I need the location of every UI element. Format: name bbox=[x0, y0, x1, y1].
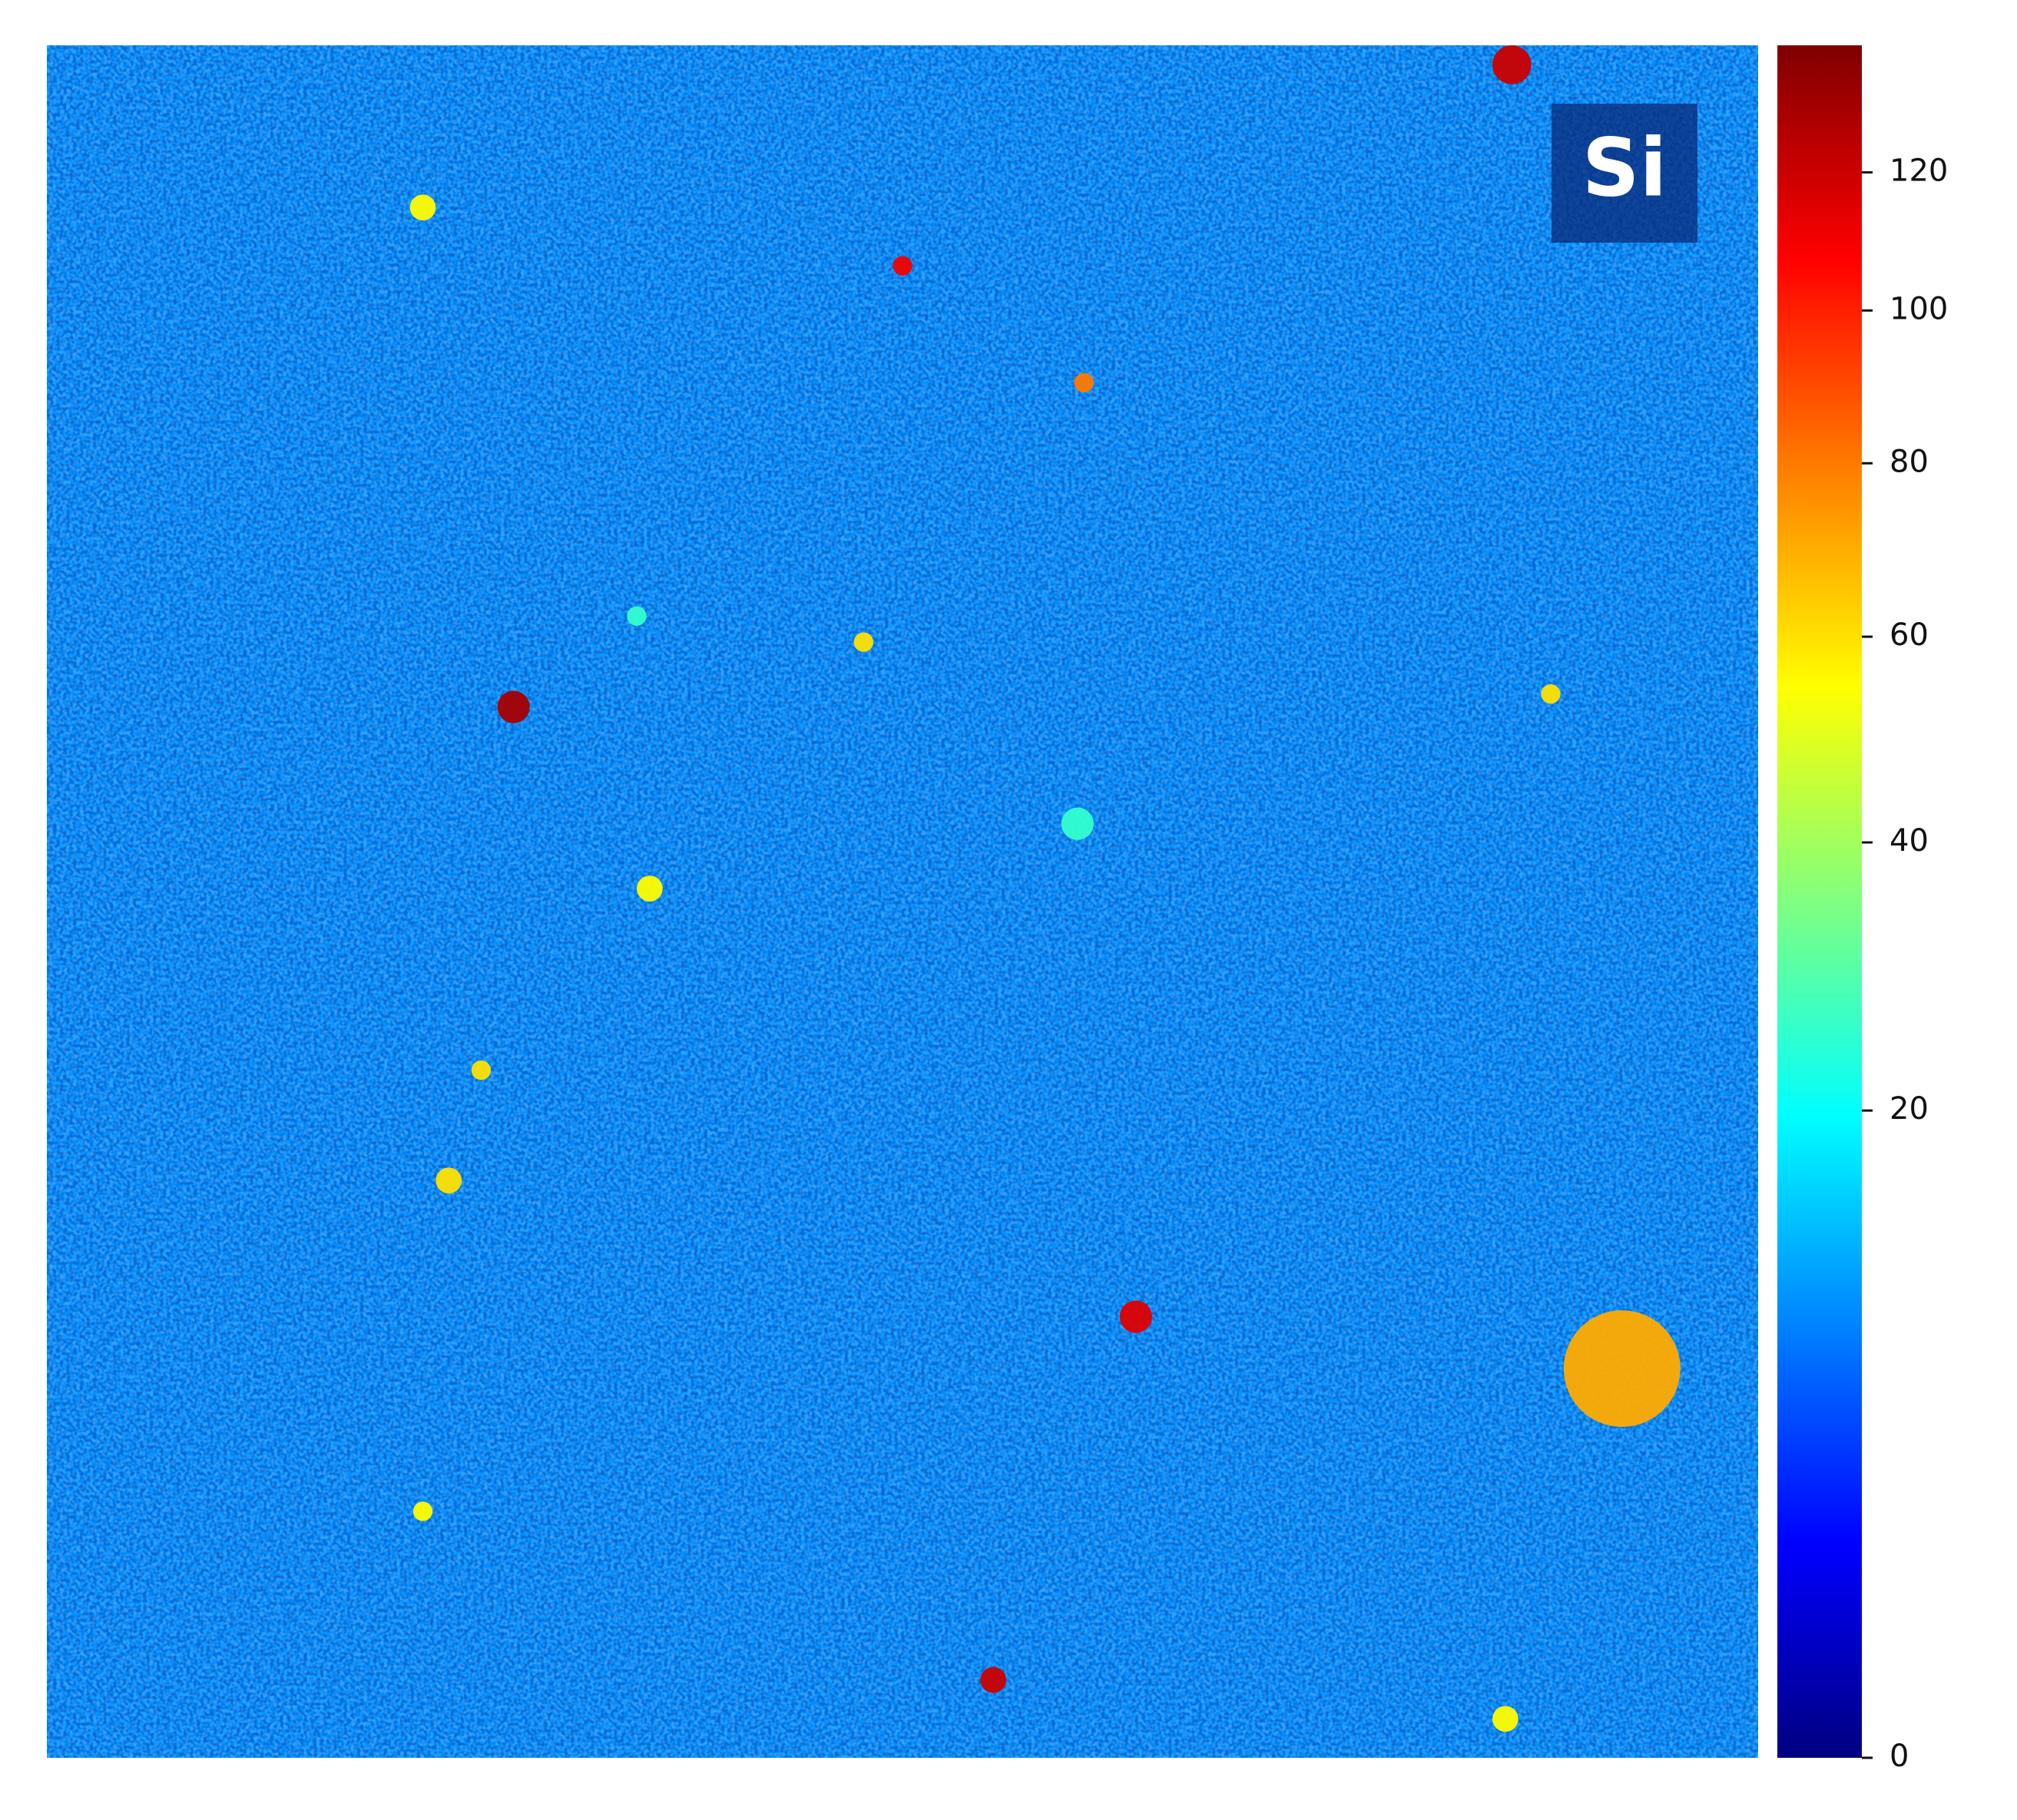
label-box bbox=[1552, 104, 1697, 243]
colorbar-ticks: 0 20 40 60 80 100 120 bbox=[1862, 153, 1948, 1774]
colorbar-tick-label: 100 bbox=[1889, 291, 1948, 326]
spot bbox=[980, 1666, 1007, 1693]
colorbar-tick-label: 120 bbox=[1889, 153, 1948, 188]
colorbar-tick-label: 60 bbox=[1889, 617, 1929, 653]
spot bbox=[893, 256, 912, 276]
colorbar bbox=[1777, 45, 1862, 1758]
spot bbox=[1492, 1706, 1519, 1732]
noise-texture bbox=[47, 45, 1758, 1758]
map-label: Si bbox=[1582, 121, 1668, 214]
colorbar-tick-label: 20 bbox=[1889, 1091, 1929, 1127]
spot bbox=[636, 875, 663, 902]
colorbar-tick-label: 0 bbox=[1889, 1739, 1909, 1774]
spot bbox=[409, 194, 436, 221]
colorbar-tick-label: 80 bbox=[1889, 444, 1929, 479]
spot bbox=[1541, 684, 1561, 704]
spot bbox=[627, 606, 647, 626]
spot bbox=[1074, 372, 1094, 392]
spot bbox=[436, 1167, 462, 1194]
spot bbox=[1492, 45, 1532, 84]
colorbar-tick-label: 40 bbox=[1889, 823, 1929, 859]
spot bbox=[1563, 1310, 1681, 1428]
spot bbox=[471, 1060, 492, 1080]
spot bbox=[1119, 1300, 1152, 1333]
spot bbox=[1061, 807, 1094, 840]
spots bbox=[409, 45, 1681, 1732]
spot bbox=[853, 632, 874, 652]
spot bbox=[412, 1501, 433, 1521]
spot bbox=[497, 690, 530, 723]
